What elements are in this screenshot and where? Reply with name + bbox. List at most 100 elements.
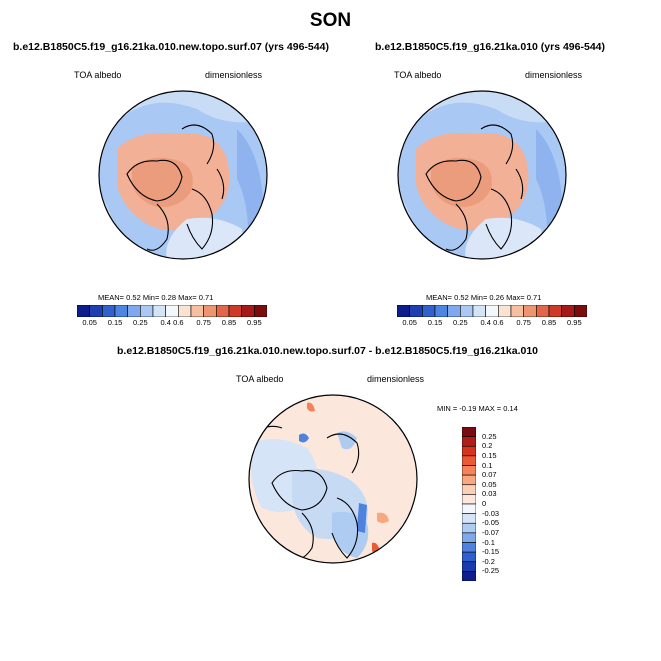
panel2-colorbar [397,305,587,317]
panel1-colorbar-labels: 0.05 0.15 0.25 0.4 0.6 0.75 0.85 0.95 [77,318,267,330]
colorbar-tick-label: 0.75 [516,318,531,327]
colorbar-swatch [216,305,230,317]
max-value: 0.71 [526,293,542,302]
colorbar-swatch [548,305,562,317]
colorbar-swatch [114,305,128,317]
colorbar-tick-label: -0.03 [482,508,500,518]
colorbar-swatch [152,305,166,317]
diff-colorbar [462,427,476,581]
colorbar-swatch [462,571,476,581]
colorbar-tick-label: -0.15 [482,547,500,557]
colorbar-tick-label: 0.4 [480,318,491,327]
mean-value: 0.52 [126,293,141,302]
colorbar-swatch [447,305,461,317]
colorbar-swatch [203,305,217,317]
stat-label: MEAN= [426,293,453,302]
colorbar-swatch [510,305,524,317]
mean-value: 0.52 [454,293,469,302]
colorbar-tick-label: 0.25 [482,431,497,441]
colorbar-swatch [241,305,255,317]
colorbar-tick-label: 0.6 [493,318,504,327]
colorbar-swatch [460,305,474,317]
diff-colorbar-labels: 0.25 0.2 0.15 0.1 0.07 0.05 0.03 0 -0.03 -0.05 -0.… [482,427,522,581]
colorbar-tick-label: 0.05 [402,318,417,327]
colorbar-swatch [498,305,512,317]
colorbar-swatch [472,305,486,317]
colorbar-swatch [462,551,476,563]
stat-label: Max= [506,293,525,302]
diff-variable: TOA albedo [236,374,284,384]
stat-label: MEAN= [98,293,125,302]
colorbar-tick-label: 0.03 [482,489,497,499]
colorbar-tick-label: -0.05 [482,518,500,528]
colorbar-tick-label: 0.15 [107,318,123,327]
panel2-units: dimensionless [525,70,583,80]
colorbar-swatch [462,513,476,524]
panel1-polar-map [98,90,268,260]
colorbar-tick-label: 0.25 [453,318,468,327]
colorbar-swatch [140,305,154,317]
panel2-colorbar-labels: 0.05 0.15 0.25 0.4 0.6 0.75 0.85 0.95 [397,318,587,330]
colorbar-swatch [462,522,476,534]
min-value: 0.26 [489,293,505,302]
panel1-colorbar [77,305,267,317]
stat-label: Max= [178,293,197,302]
colorbar-swatch [561,305,575,317]
colorbar-tick-label: -0.2 [482,556,495,566]
panel1-units: dimensionless [205,70,263,80]
colorbar-tick-label: 0.4 [160,318,171,327]
colorbar-swatch [228,305,242,317]
colorbar-tick-label: 0.2 [482,441,493,451]
colorbar-tick-label: 0.25 [133,318,148,327]
colorbar-swatch [536,305,550,317]
colorbar-tick-label: 0.85 [221,318,237,327]
colorbar-swatch [409,305,423,317]
stat-label: Min= [142,293,160,302]
colorbar-swatch [422,305,436,317]
colorbar-tick-label: 0.95 [567,318,582,327]
figure-title: SON [309,10,352,31]
colorbar-swatch [462,484,476,495]
colorbar-tick-label: 0.95 [247,318,262,327]
diff-title: b.e12.B1850C5.f19_g16.21ka.010.new.topo.… [117,345,539,357]
colorbar-tick-label: 0.05 [482,479,497,489]
panel2-case-title: b.e12.B1850C5.f19_g16.21ka.010 (yrs 496-… [375,41,605,53]
colorbar-swatch [523,305,537,317]
colorbar-swatch [462,465,476,476]
panel1-stats: MEAN= 0.52 Min= 0.28 Max= 0.71 [98,293,213,302]
colorbar-tick-label: 0.07 [482,470,497,480]
colorbar-swatch [462,427,476,437]
colorbar-swatch [127,305,141,317]
colorbar-swatch [462,542,476,553]
colorbar-tick-label: 0.15 [427,318,443,327]
colorbar-swatch [574,305,587,317]
panel1-case-title: b.e12.B1850C5.f19_g16.21ka.010.new.topo.… [13,41,329,53]
colorbar-swatch [485,305,499,317]
colorbar-swatch [462,561,476,572]
colorbar-swatch [462,494,476,505]
colorbar-tick-label: 0.6 [173,318,184,327]
colorbar-swatch [397,305,410,317]
colorbar-tick-label: 0.15 [482,450,497,460]
colorbar-swatch [434,305,448,317]
panel2-stats: MEAN= 0.52 Min= 0.26 Max= 0.71 [426,293,541,302]
min-value: 0.28 [161,293,177,302]
colorbar-tick-label: -0.25 [482,566,500,576]
colorbar-tick-label: 0.85 [541,318,557,327]
colorbar-swatch [462,532,476,543]
colorbar-tick-label: 0.05 [82,318,97,327]
stat-label: Min= [470,293,488,302]
colorbar-tick-label: 0 [482,499,487,508]
colorbar-swatch [254,305,267,317]
colorbar-swatch [102,305,116,317]
colorbar-tick-label: -0.1 [482,537,495,547]
diff-units: dimensionless [367,374,425,384]
colorbar-swatch [462,503,476,514]
max-value: 0.71 [198,293,214,302]
colorbar-swatch [165,305,179,317]
panel2-variable: TOA albedo [394,70,442,80]
panel1-variable: TOA albedo [74,70,122,80]
diff-minmax: MIN = -0.19 MAX = 0.14 [437,404,518,413]
panel2-polar-map [397,90,567,260]
colorbar-swatch [462,474,476,486]
